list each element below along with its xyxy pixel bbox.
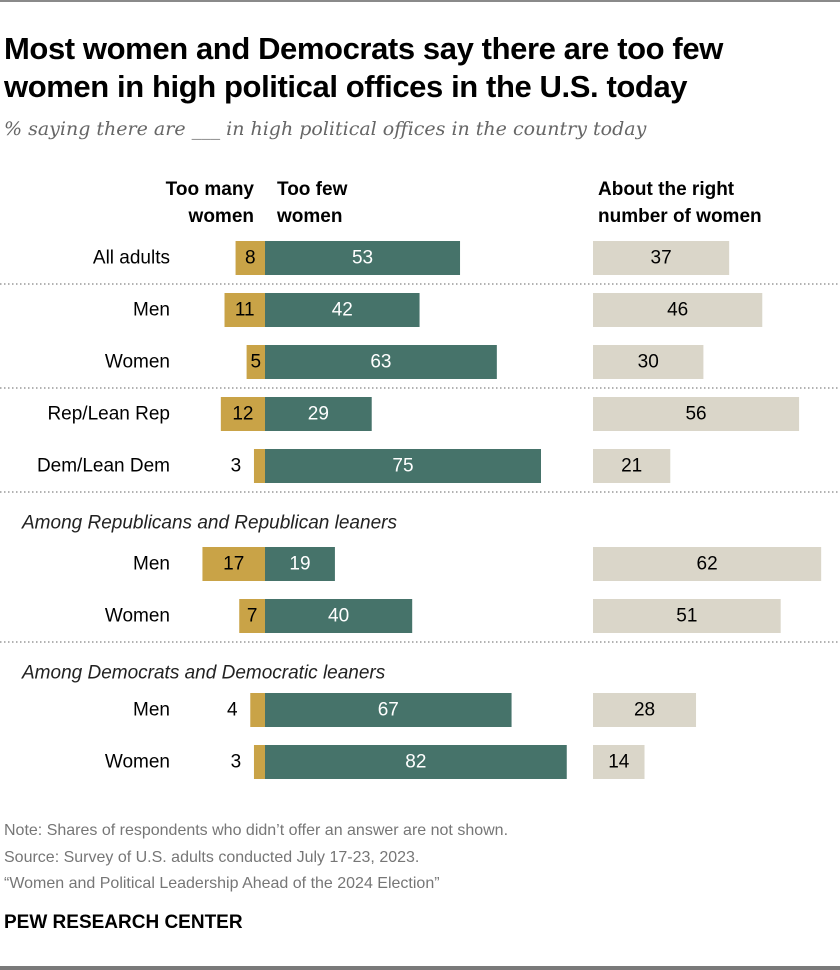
value-too-few: 40	[328, 606, 349, 627]
bar-too-many	[239, 599, 265, 633]
bar-too-few	[265, 599, 413, 633]
bar-too-many	[253, 449, 265, 483]
row-label: Dem/Lean Dem	[37, 456, 170, 477]
bar-right	[593, 693, 697, 727]
header-too-many-line2: women	[188, 206, 254, 227]
row-label: All adults	[93, 248, 170, 269]
bar-too-many	[220, 397, 265, 431]
header-too-few: Too few women	[277, 176, 347, 230]
bar-right	[593, 397, 800, 431]
bar-right	[593, 547, 822, 581]
bar-too-many	[246, 345, 265, 379]
chart-title: Most women and Democrats say there are t…	[4, 31, 723, 104]
value-right: 21	[621, 456, 642, 477]
bar-right	[593, 599, 781, 633]
bar-too-few	[265, 293, 420, 327]
bar-right	[593, 241, 730, 275]
row-label: Women	[105, 752, 170, 773]
bar-too-few	[265, 745, 567, 779]
value-right: 51	[676, 606, 697, 627]
bar-too-many	[202, 547, 265, 581]
row-label: Men	[133, 300, 170, 321]
value-too-many: 3	[231, 752, 242, 773]
value-too-many: 12	[232, 404, 253, 425]
value-too-many: 7	[247, 606, 258, 627]
header-right-line2: number of women	[598, 206, 762, 227]
bar-right	[593, 745, 645, 779]
bar-too-few	[265, 449, 541, 483]
value-right: 56	[685, 404, 706, 425]
bar-right	[593, 449, 671, 483]
row-label: Rep/Lean Rep	[47, 404, 170, 425]
row-label: Women	[105, 352, 170, 373]
value-too-many: 4	[227, 700, 238, 721]
chart-subtitle: % saying there are ___ in high political…	[4, 118, 647, 140]
value-too-many: 11	[235, 300, 255, 321]
value-right: 28	[634, 700, 655, 721]
report-title-text: “Women and Political Leadership Ahead of…	[4, 875, 440, 892]
top-rule	[0, 0, 840, 2]
bar-too-many	[253, 745, 265, 779]
header-right: About the right number of women	[598, 176, 762, 230]
value-right: 14	[608, 752, 630, 773]
value-too-few: 53	[352, 248, 373, 269]
bar-too-many	[224, 293, 265, 327]
value-right: 62	[697, 554, 718, 575]
value-too-few: 82	[405, 752, 426, 773]
note-text: Note: Shares of respondents who didn’t o…	[4, 822, 509, 839]
value-right: 30	[638, 352, 659, 373]
row-label: Women	[105, 606, 170, 627]
value-too-few: 42	[332, 300, 353, 321]
bar-too-few	[265, 397, 372, 431]
bar-too-few	[265, 693, 512, 727]
bar-too-many	[250, 693, 265, 727]
value-too-many: 3	[231, 456, 242, 477]
header-too-many: Too many women	[166, 176, 254, 230]
bar-right	[593, 345, 704, 379]
value-too-few: 29	[308, 404, 329, 425]
value-too-few: 67	[378, 700, 399, 721]
brand-logo-text: PEW RESEARCH CENTER	[4, 912, 243, 933]
value-too-few: 19	[289, 554, 310, 575]
value-too-many: 17	[223, 554, 244, 575]
bar-too-few	[265, 547, 335, 581]
value-too-many: 5	[251, 352, 262, 373]
group-heading: Among Democrats and Democratic leaners	[21, 663, 386, 684]
source-text: Source: Survey of U.S. adults conducted …	[4, 849, 420, 866]
row-label: Men	[133, 554, 170, 575]
row-label: Men	[133, 700, 170, 721]
header-too-few-line2: women	[277, 206, 343, 227]
value-too-few: 75	[392, 456, 413, 477]
bar-too-few	[265, 241, 461, 275]
group-heading: Among Republicans and Republican leaners	[21, 513, 397, 534]
header-too-many-line1: Too many	[165, 179, 254, 200]
header-right-line1: About the right	[598, 179, 735, 200]
value-too-few: 63	[370, 352, 391, 373]
value-right: 46	[667, 300, 688, 321]
bar-right	[593, 293, 763, 327]
bar-too-few	[265, 345, 497, 379]
bar-too-many	[235, 241, 265, 275]
value-right: 37	[651, 248, 672, 269]
bottom-rule	[0, 966, 840, 970]
header-too-few-line1: Too few	[277, 179, 348, 200]
value-too-many: 8	[245, 248, 256, 269]
